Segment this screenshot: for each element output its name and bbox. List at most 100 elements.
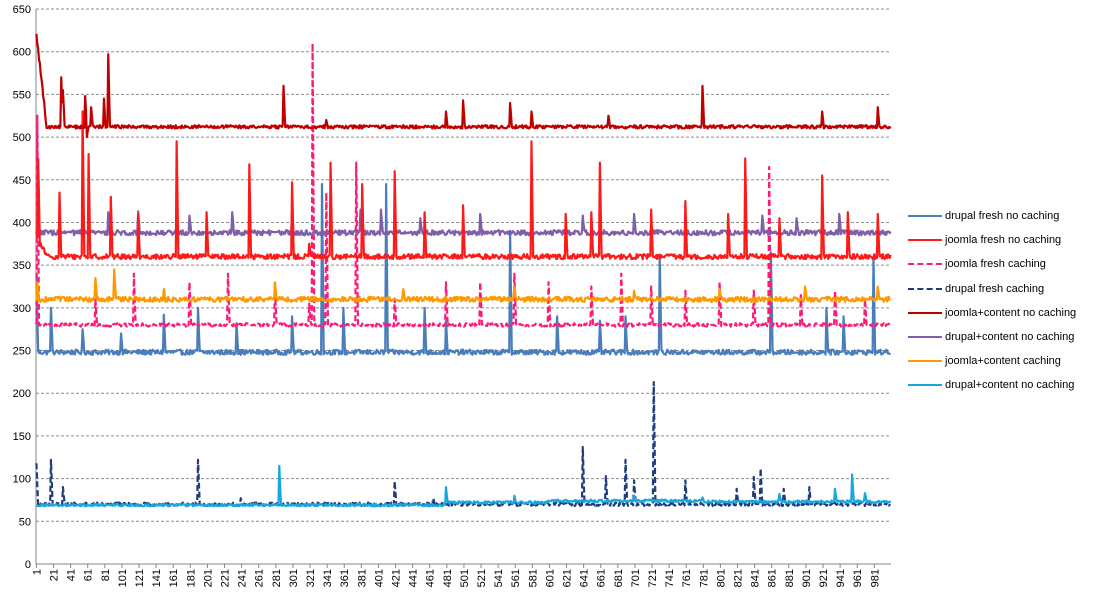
legend-label: joomla+content caching bbox=[945, 355, 1061, 368]
x-tick-label: 341 bbox=[322, 569, 334, 587]
x-tick-label: 101 bbox=[117, 569, 129, 587]
x-tick-label: 681 bbox=[613, 569, 625, 587]
gridlines bbox=[36, 8, 891, 522]
y-tick-label: 350 bbox=[13, 260, 31, 272]
series-line-2 bbox=[35, 110, 892, 261]
x-tick-label: 41 bbox=[66, 569, 78, 581]
x-tick-label: 521 bbox=[476, 569, 488, 587]
x-tick-label: 1 bbox=[31, 569, 43, 575]
series-line-7 bbox=[35, 268, 891, 303]
x-tick-label: 61 bbox=[83, 569, 95, 581]
y-tick-label: 550 bbox=[13, 89, 31, 101]
x-tick-label: 861 bbox=[767, 569, 779, 587]
legend-item: drupal+content no caching bbox=[908, 373, 1076, 397]
x-tick-label: 621 bbox=[562, 569, 574, 587]
y-tick-label: 450 bbox=[13, 175, 31, 187]
x-tick-label: 641 bbox=[579, 569, 591, 587]
x-tick-label: 801 bbox=[715, 569, 727, 587]
y-tick-label: 100 bbox=[13, 474, 31, 486]
y-tick-labels: 0 50 100 150 200 250 300 350 400 450 500 550 600 650 bbox=[13, 4, 31, 571]
x-tick-label: 361 bbox=[339, 569, 351, 587]
y-tick-label: 200 bbox=[13, 388, 31, 400]
x-tick-label: 181 bbox=[185, 569, 197, 587]
legend-label: joomla+content no caching bbox=[945, 306, 1077, 319]
x-tick-label: 481 bbox=[442, 569, 454, 587]
legend-label: drupal fresh no caching bbox=[945, 210, 1060, 223]
x-tick-label: 21 bbox=[49, 569, 61, 581]
x-tick-label: 821 bbox=[733, 569, 745, 587]
legend-item: joomla fresh no caching bbox=[908, 228, 1076, 252]
x-tick-label: 721 bbox=[647, 569, 659, 587]
x-tick-label: 81 bbox=[100, 569, 112, 581]
x-tick-label: 241 bbox=[237, 569, 249, 587]
x-tick-label: 381 bbox=[356, 569, 368, 587]
x-tick-label: 461 bbox=[425, 569, 437, 587]
legend-swatch bbox=[908, 360, 942, 363]
legend-swatch bbox=[908, 336, 942, 339]
x-tick-label: 321 bbox=[305, 569, 317, 587]
y-tick-label: 150 bbox=[13, 431, 31, 443]
x-tick-label: 501 bbox=[459, 569, 471, 587]
x-tick-label: 901 bbox=[801, 569, 813, 587]
x-tick-label: 561 bbox=[510, 569, 522, 587]
x-tick-label: 601 bbox=[544, 569, 556, 587]
x-tick-label: 581 bbox=[527, 569, 539, 587]
x-tick-label: 981 bbox=[869, 569, 881, 587]
legend-label: joomla fresh caching bbox=[945, 258, 1046, 271]
x-tick-label: 941 bbox=[835, 569, 847, 587]
y-tick-label: 500 bbox=[13, 132, 31, 144]
x-tick-label: 401 bbox=[373, 569, 385, 587]
x-tick-label: 261 bbox=[254, 569, 266, 587]
x-tick-label: 761 bbox=[681, 569, 693, 587]
x-tick-label: 161 bbox=[168, 569, 180, 587]
legend-item: drupal+content no caching bbox=[908, 325, 1076, 349]
x-tick-label: 421 bbox=[391, 569, 403, 587]
legend-item: joomla fresh caching bbox=[908, 252, 1076, 276]
legend-swatch bbox=[908, 215, 942, 218]
x-tick-label: 961 bbox=[852, 569, 864, 587]
y-tick-label: 400 bbox=[13, 217, 31, 229]
x-tick-label: 281 bbox=[271, 569, 283, 587]
chart-legend: drupal fresh no caching joomla fresh no c… bbox=[908, 204, 1076, 398]
legend-item: joomla+content no caching bbox=[908, 301, 1076, 325]
legend-label: drupal fresh caching bbox=[945, 282, 1045, 295]
legend-label: drupal+content no caching bbox=[945, 379, 1075, 392]
series-line-8 bbox=[36, 464, 892, 508]
series-line-3 bbox=[35, 42, 892, 328]
x-tick-label: 741 bbox=[664, 569, 676, 587]
legend-swatch bbox=[908, 311, 942, 314]
y-tick-label: 650 bbox=[13, 4, 31, 16]
y-tick-label: 0 bbox=[25, 559, 31, 571]
legend-item: drupal fresh no caching bbox=[908, 204, 1076, 228]
series-lines bbox=[35, 33, 892, 508]
series-line-5 bbox=[35, 33, 892, 139]
x-tick-label: 841 bbox=[750, 569, 762, 587]
x-tick-label: 881 bbox=[784, 569, 796, 587]
legend-swatch bbox=[908, 239, 942, 242]
x-tick-label: 781 bbox=[698, 569, 710, 587]
y-tick-label: 250 bbox=[13, 346, 31, 358]
x-tick-labels: 1 21 41 61 81 101 121 141 161 181 201 221 241 261 281 3… bbox=[31, 569, 881, 587]
legend-swatch bbox=[908, 287, 942, 290]
legend-item: drupal fresh caching bbox=[908, 277, 1076, 301]
legend-label: joomla fresh no caching bbox=[945, 234, 1062, 247]
x-tick-label: 201 bbox=[202, 569, 214, 587]
series-line-4 bbox=[35, 381, 891, 508]
x-tick-label: 701 bbox=[630, 569, 642, 587]
series-line-1 bbox=[35, 182, 892, 356]
legend-item: joomla+content caching bbox=[908, 349, 1076, 373]
y-tick-label: 600 bbox=[13, 47, 31, 59]
legend-label: drupal+content no caching bbox=[945, 331, 1075, 344]
x-tick-label: 541 bbox=[493, 569, 505, 587]
x-tick-label: 661 bbox=[596, 569, 608, 587]
x-tick-label: 221 bbox=[220, 569, 232, 587]
x-tick-label: 441 bbox=[408, 569, 420, 587]
y-tick-label: 300 bbox=[13, 303, 31, 315]
x-tick-label: 121 bbox=[134, 569, 146, 587]
legend-swatch bbox=[908, 263, 942, 266]
x-tick-label: 921 bbox=[818, 569, 830, 587]
y-tick-label: 50 bbox=[19, 516, 31, 528]
x-tick-label: 141 bbox=[151, 569, 163, 587]
x-tick-label: 301 bbox=[288, 569, 300, 587]
